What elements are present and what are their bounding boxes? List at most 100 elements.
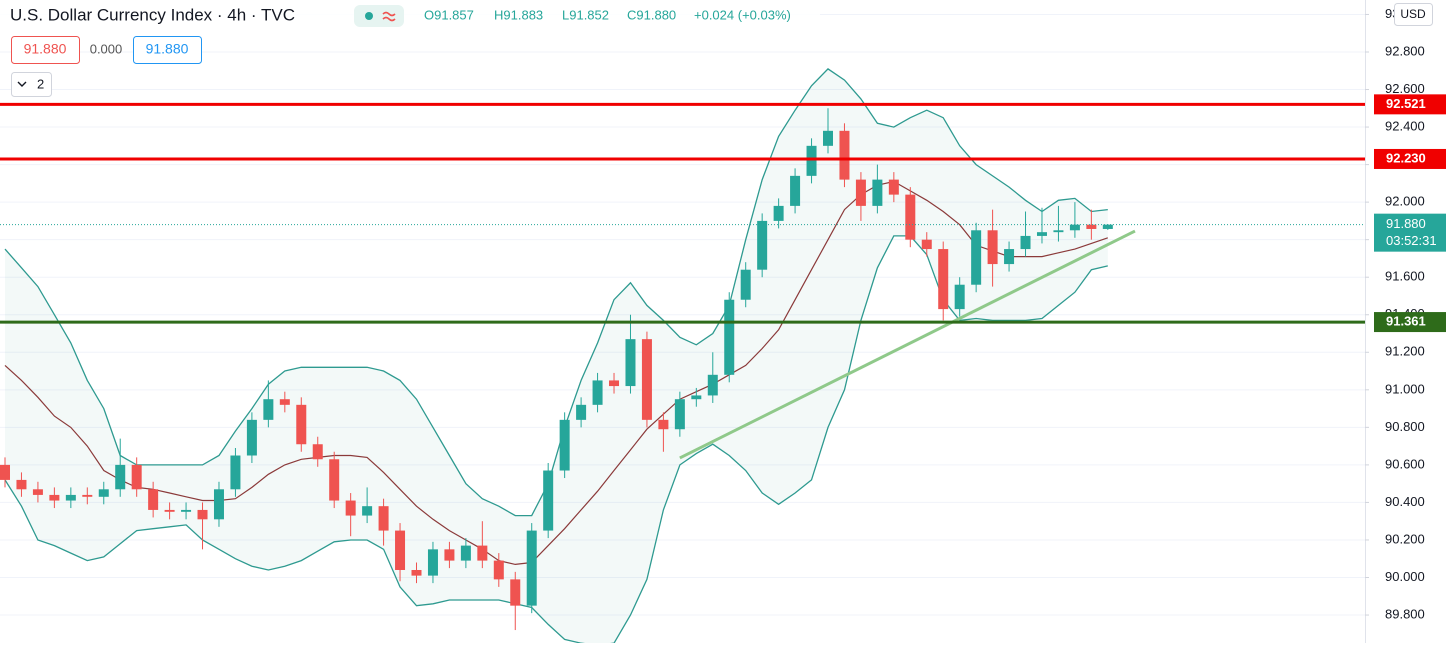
countdown: 03:52:31: [1386, 233, 1437, 248]
status-dot: [365, 12, 373, 20]
candle-body: [543, 470, 554, 531]
level-label-bg: [1374, 94, 1446, 115]
y-tick-label: 90.200: [1385, 531, 1425, 546]
currency-button[interactable]: [1394, 3, 1433, 26]
chevron-icon: [17, 81, 27, 87]
candle-body: [329, 459, 340, 501]
candle-body: [362, 506, 373, 516]
currency: USD: [1400, 7, 1426, 21]
last-price-label: 91.880: [1386, 216, 1426, 231]
y-tick-label: 90.400: [1385, 494, 1425, 509]
level-label-bg: [1374, 148, 1446, 169]
candle-body: [938, 249, 949, 310]
band-upper: [4, 68, 1108, 517]
y-tick-label: 92.400: [1385, 118, 1425, 133]
indicators-toggle[interactable]: [11, 72, 52, 97]
candle-body: [82, 494, 93, 497]
y-tick-label: 89.800: [1385, 606, 1425, 621]
candle-body: [164, 509, 175, 512]
status-icon: [382, 11, 396, 22]
band-lower: [4, 235, 1108, 646]
candle-body: [855, 179, 866, 206]
candle-body: [213, 489, 224, 520]
buy-button[interactable]: [133, 36, 202, 64]
candle-body: [1086, 224, 1097, 229]
candle-body: [493, 560, 504, 580]
y-tick-label: 91.600: [1385, 269, 1425, 284]
candle-body: [510, 579, 521, 606]
level-label: 92.521: [1386, 96, 1426, 111]
bid-price: 91.880: [24, 41, 67, 57]
trend-line: [679, 229, 1136, 460]
candle-body: [954, 284, 965, 310]
candle-body: [65, 494, 76, 501]
candle-body: [707, 374, 718, 396]
y-tick-label: 90.800: [1385, 419, 1425, 434]
candle-body: [197, 509, 208, 520]
candle-body: [971, 230, 982, 285]
ohlc-open: O91.857: [424, 7, 474, 22]
candle-body: [1069, 224, 1080, 231]
header: U.S. Dollar Currency Index · 4h · TVC O9…: [0, 2, 1433, 97]
candle-body: [411, 569, 422, 576]
header-bg: [0, 2, 820, 30]
candle-body: [872, 179, 883, 206]
candle-body: [1004, 249, 1015, 265]
candle-body: [460, 545, 471, 561]
candle-body: [559, 419, 570, 471]
candle-body: [724, 299, 735, 375]
candle-body: [98, 489, 109, 497]
candle-body: [757, 220, 768, 270]
candle-body: [526, 530, 537, 606]
level-label: 92.230: [1386, 150, 1426, 165]
symbol-title: U.S. Dollar Currency Index · 4h · TVC: [10, 5, 295, 24]
candle-body: [691, 395, 702, 400]
candle-body: [905, 194, 916, 240]
candle-body: [263, 399, 274, 420]
candle-body: [806, 145, 817, 176]
candle-body: [1053, 230, 1064, 233]
band-middle: [4, 180, 1108, 566]
candle-body: [674, 399, 685, 430]
ohlc-close: C91.880: [627, 7, 676, 22]
candle-body: [625, 339, 636, 387]
candle-body: [0, 464, 10, 480]
candle-body: [641, 339, 652, 420]
candle-body: [444, 549, 455, 561]
candle-body: [395, 530, 406, 570]
y-tick-label: 91.200: [1385, 344, 1425, 359]
candle-body: [181, 509, 192, 512]
ask-price: 91.880: [146, 41, 189, 57]
candle-body: [740, 269, 751, 300]
candle-body: [312, 444, 323, 460]
y-tick-label: 92.800: [1385, 43, 1425, 58]
candle-body: [230, 455, 241, 490]
candle-body: [378, 506, 389, 531]
status-pill: [354, 5, 404, 27]
y-tick-label: 91.000: [1385, 381, 1425, 396]
ohlc-low: L91.852: [562, 7, 609, 22]
sell-button[interactable]: [11, 36, 80, 64]
y-tick-label: 90.600: [1385, 456, 1425, 471]
band-fill: [5, 68, 1108, 646]
candle-body: [839, 130, 850, 180]
price-axis: 89.800 90.000 90.200 90.400 90.600 90.800 91.0…: [1365, 0, 1453, 643]
candle-body: [609, 380, 620, 387]
last-price-bg: [1374, 213, 1446, 252]
candle-body: [279, 399, 290, 405]
candle-body: [49, 494, 60, 501]
candle-body: [427, 549, 438, 576]
spread: 0.000: [90, 41, 123, 56]
candle-body: [148, 489, 159, 510]
candle-body: [790, 175, 801, 206]
candle-body: [115, 464, 126, 490]
plot: [0, 13, 1365, 646]
candle-body: [345, 500, 356, 516]
y-tick-label: 92.600: [1385, 81, 1425, 96]
candle-body: [477, 545, 488, 561]
candle-body: [246, 419, 257, 456]
candle-body: [658, 419, 669, 430]
candle-body: [592, 380, 603, 405]
candle-body: [987, 230, 998, 265]
